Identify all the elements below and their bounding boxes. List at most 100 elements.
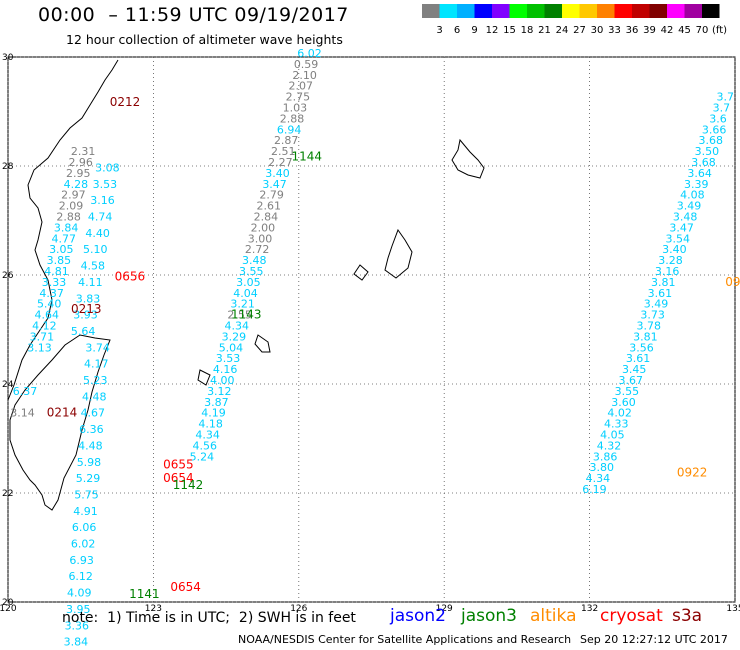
swh-value: 5.04 — [219, 341, 244, 354]
swh-value: 3.74 — [85, 341, 110, 354]
swh-value: 4.34 — [225, 320, 250, 333]
swh-value: 2.88 — [56, 211, 81, 224]
axis-tick-labels: 120 123 126 129 132 135 30 28 26 24 22 20 — [0, 53, 740, 614]
swh-value: 2.61 — [257, 200, 282, 213]
color-scale-label: 70 — [696, 25, 709, 36]
pass-label: 0922 — [677, 466, 708, 480]
swh-value: 3.47 — [262, 178, 287, 191]
swh-value: 3.6 — [709, 112, 727, 125]
swh-value: 2.72 — [245, 243, 270, 256]
pass-label: 0656 — [115, 269, 146, 283]
swh-value: 3.05 — [236, 276, 261, 289]
page-title: 00:00 – 11:59 UTC 09/19/2017 — [38, 4, 349, 26]
swh-value: 2.51 — [271, 145, 296, 158]
color-scale-label: 18 — [521, 25, 534, 36]
swh-value: 5.98 — [77, 456, 102, 469]
color-swatch — [632, 4, 650, 18]
swh-value: 3.48 — [673, 211, 698, 224]
swh-value: 4.56 — [193, 439, 218, 452]
swh-value: 2.10 — [292, 69, 317, 82]
swh-value: 4.09 — [67, 587, 92, 600]
swh-value: 2.84 — [254, 211, 279, 224]
color-swatch — [474, 4, 492, 18]
pass-label: 0214 — [47, 406, 78, 420]
swh-value: 2.79 — [259, 189, 284, 202]
swh-value: 3.84 — [54, 221, 79, 234]
swh-value: 1.03 — [283, 102, 308, 115]
lat-tick-label: 26 — [2, 271, 14, 281]
pass-label: 0212 — [110, 95, 141, 109]
pass-label: 0655 — [163, 457, 194, 471]
swh-value: 3.81 — [651, 276, 676, 289]
satellite-pass-labels: 0212065602130214114411430655065411420654… — [47, 95, 740, 601]
swh-value: 4.48 — [78, 439, 103, 452]
swh-value: 2.09 — [59, 200, 84, 213]
swh-value: 4.74 — [88, 211, 113, 224]
swh-value: 3.93 — [73, 309, 98, 322]
pass-label: 0213 — [71, 302, 102, 316]
color-scale-label: 6 — [454, 25, 460, 36]
swh-value: 3.28 — [658, 254, 683, 267]
swh-value: 4.11 — [78, 276, 103, 289]
swh-value: 3.78 — [636, 320, 661, 333]
swh-value: 3.95 — [66, 603, 91, 616]
swh-value: 5.64 — [71, 325, 96, 338]
swh-value: 4.40 — [85, 227, 110, 240]
color-scale-label: 21 — [538, 25, 551, 36]
swh-value: 3.87 — [204, 396, 229, 409]
swh-value: 4.00 — [210, 374, 235, 387]
color-scale-label: 30 — [591, 25, 604, 36]
map-plot-frame — [7, 56, 736, 603]
color-swatch — [544, 4, 562, 18]
swh-value: 3.47 — [669, 221, 694, 234]
swh-value: 3.08 — [95, 161, 120, 174]
ryukyu-islands — [197, 138, 485, 386]
pass-label: 1141 — [129, 587, 160, 601]
legend-altika: altika — [530, 606, 577, 626]
swh-value: 4.28 — [64, 178, 89, 191]
swh-value: 3.50 — [695, 145, 720, 158]
coastline — [7, 59, 485, 511]
color-scale-label: 24 — [556, 25, 569, 36]
page-subtitle: 12 hour collection of altimeter wave hei… — [66, 32, 343, 47]
color-scale-label: 15 — [503, 25, 516, 36]
swh-value: 4.02 — [607, 407, 632, 420]
swh-value: 3.83 — [76, 292, 101, 305]
swh-value: 3.49 — [677, 200, 702, 213]
swh-value: 4.34 — [195, 429, 220, 442]
swh-value: 2.00 — [251, 221, 276, 234]
china-coastline — [7, 59, 119, 401]
swh-value: 5.10 — [83, 243, 108, 256]
swh-value: 2.75 — [286, 91, 311, 104]
color-swatch — [457, 4, 475, 18]
color-swatch — [439, 4, 457, 18]
color-swatch — [562, 4, 580, 18]
color-swatch — [527, 4, 545, 18]
color-swatch — [509, 4, 527, 18]
color-scale-label: 12 — [486, 25, 499, 36]
footer-timestamp: Sep 20 12:27:12 UTC 2017 — [580, 633, 728, 646]
lon-tick-label: 135 — [726, 604, 740, 614]
swh-value: 3.61 — [648, 287, 673, 300]
swh-value: 4.32 — [597, 439, 622, 452]
swh-value: 3.14 — [10, 407, 35, 420]
swh-value: 2.07 — [288, 80, 313, 93]
swh-value: 3.86 — [593, 450, 618, 463]
color-swatch — [667, 4, 685, 18]
swh-value: 5.40 — [37, 298, 62, 311]
footer-note: note: 1) Time is in UTC; 2) SWH is in fe… — [62, 610, 356, 626]
swh-value: 4.48 — [82, 390, 107, 403]
swh-value: 3.7 — [713, 102, 731, 115]
color-swatch — [422, 4, 440, 18]
color-swatch — [579, 4, 597, 18]
swh-value: 3.54 — [666, 232, 691, 245]
swh-value: 3.56 — [629, 341, 654, 354]
swh-value: 2.95 — [66, 167, 91, 180]
swh-value: 4.16 — [213, 363, 238, 376]
pass-label: 0654 — [163, 471, 194, 485]
swh-value: 6.02 — [297, 47, 322, 60]
legend-s3a: s3a — [672, 606, 703, 626]
swh-value: 3.48 — [242, 254, 267, 267]
swh-value: 6.37 — [13, 385, 38, 398]
lon-tick-label: 120 — [0, 604, 17, 614]
